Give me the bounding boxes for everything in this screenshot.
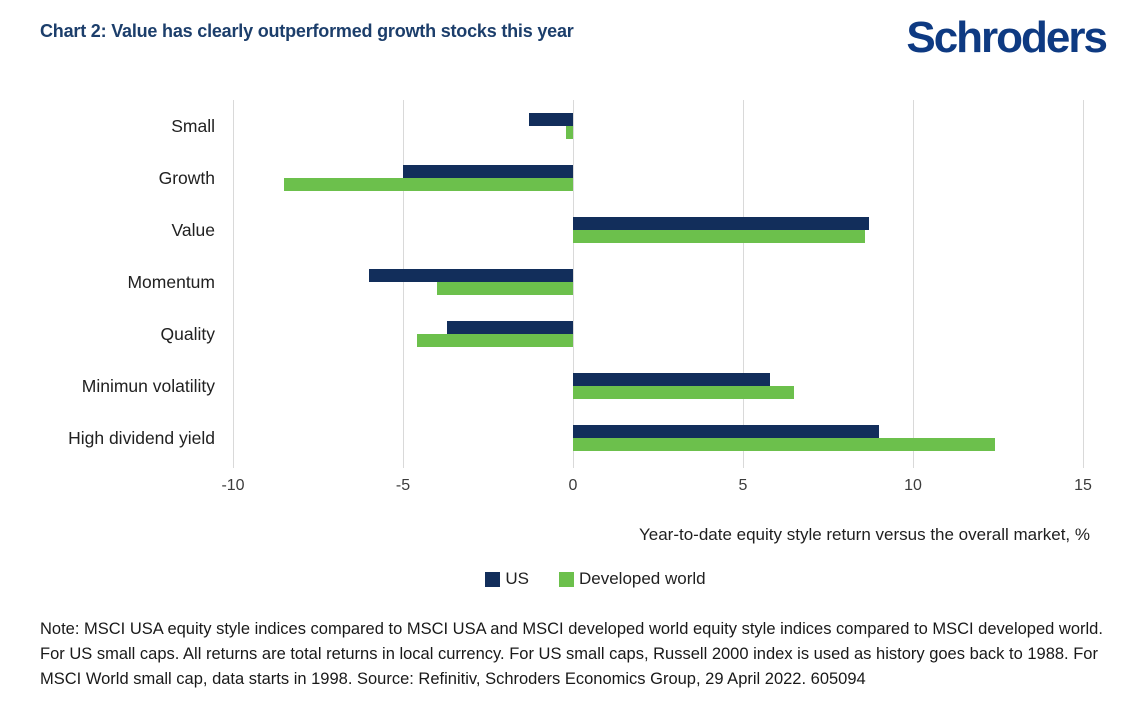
bar-us-value	[573, 217, 869, 230]
x-tick-label: -5	[395, 477, 411, 494]
footnote: Note: MSCI USA equity style indices comp…	[40, 620, 1103, 688]
gridline--5	[403, 100, 404, 468]
developed-world-legend-label: Developed world	[578, 569, 706, 588]
bar-us-small	[528, 113, 573, 126]
category-label-quality: Quality	[160, 324, 215, 344]
bar-developed-world-growth	[284, 178, 573, 191]
category-label-value: Value	[171, 220, 215, 240]
x-tick-label: -10	[221, 477, 245, 494]
bar-us-growth	[403, 165, 573, 178]
x-tick-label: 10	[904, 477, 922, 494]
bar-us-minimun-volatility	[573, 373, 771, 386]
x-tick-label: 15	[1074, 477, 1092, 494]
bar-us-quality	[447, 321, 573, 334]
category-label-growth: Growth	[158, 168, 215, 188]
bar-us-momentum	[369, 269, 573, 282]
gridline-10	[913, 100, 914, 468]
bar-us-high-dividend-yield	[573, 425, 879, 438]
chart-title: Chart 2: Value has clearly outperformed …	[40, 21, 574, 41]
category-label-small: Small	[171, 116, 215, 136]
legend-item-us: US	[485, 569, 529, 589]
gridline-0	[573, 100, 574, 468]
gridline--10	[233, 100, 234, 468]
x-tick-label: 0	[568, 477, 578, 494]
us-legend-swatch	[485, 571, 501, 587]
bar-developed-world-momentum	[437, 282, 573, 295]
developed-world-legend-swatch	[558, 571, 574, 587]
schroders-logo: Schroders	[906, 13, 1108, 62]
category-label-high-dividend-yield: High dividend yield	[68, 428, 215, 448]
legend-item-developed-world: Developed world	[558, 569, 706, 589]
legend: US Developed world	[0, 569, 1146, 589]
gridline-15	[1083, 100, 1084, 468]
bar-developed-world-quality	[416, 334, 573, 347]
us-legend-label: US	[505, 569, 529, 588]
category-label-minimun-volatility: Minimun volatility	[81, 376, 215, 396]
category-label-momentum: Momentum	[127, 272, 215, 292]
x-tick-label: 5	[738, 477, 748, 494]
bar-developed-world-high-dividend-yield	[573, 438, 995, 451]
x-axis-label: Year-to-date equity style return versus …	[638, 525, 1090, 544]
gridline-5	[743, 100, 744, 468]
bar-developed-world-minimun-volatility	[573, 386, 794, 399]
bar-developed-world-small	[566, 126, 573, 139]
bar-developed-world-value	[573, 230, 866, 243]
